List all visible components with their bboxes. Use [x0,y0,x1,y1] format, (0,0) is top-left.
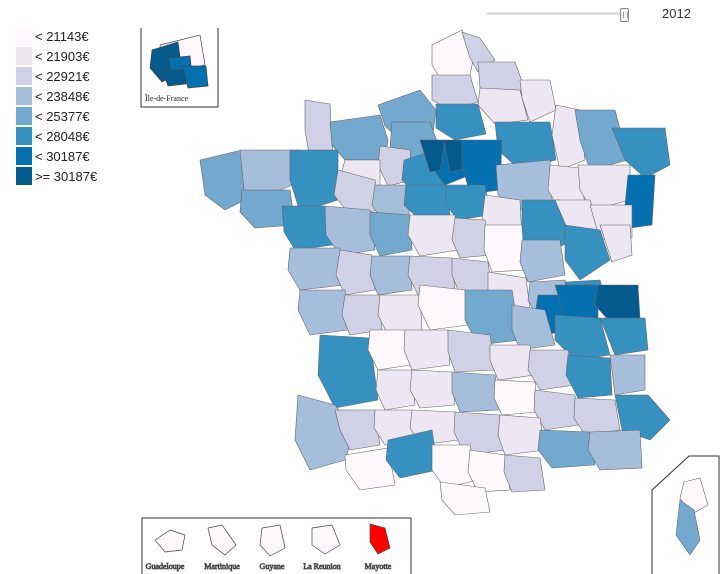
departement[interactable] [239,189,296,229]
departement[interactable] [419,139,446,173]
idf-departement[interactable] [161,69,187,87]
year-label: 2012 [662,6,691,21]
overseas-region[interactable] [207,524,237,556]
departement[interactable] [369,211,413,257]
departement[interactable] [344,447,396,491]
departement[interactable] [611,127,671,179]
overseas-label: Guadeloupe [146,562,185,571]
legend-item: < 22921€ [16,66,97,86]
departement[interactable] [599,224,633,263]
overseas-label: La Reunion [303,562,341,571]
departement[interactable] [489,344,536,381]
overseas-region[interactable] [369,523,391,555]
departement[interactable] [511,304,556,351]
departement[interactable] [587,429,643,471]
legend-item: >= 30187€ [16,166,97,186]
legend-item: < 28048€ [16,126,97,146]
departement[interactable] [483,224,526,273]
overseas-label: Guyane [260,562,285,571]
departement[interactable] [451,371,501,413]
departement[interactable] [287,247,346,291]
slider-track[interactable] [487,12,627,15]
departement[interactable] [377,294,423,336]
overseas-region[interactable] [311,524,341,555]
departement[interactable] [417,284,469,331]
departement[interactable] [407,214,459,257]
departement[interactable] [445,184,491,221]
departement[interactable] [624,174,656,229]
overseas-region[interactable] [154,529,186,553]
departement[interactable] [493,379,539,416]
departement[interactable] [573,397,621,436]
departement[interactable] [527,349,576,391]
idf-inset-label: Île-de-France [145,93,189,103]
legend-swatch [16,127,32,145]
legend-item: < 21143€ [16,26,97,46]
corsica-inset-frame [651,455,720,574]
departement[interactable] [451,217,491,259]
departement[interactable] [369,255,413,296]
legend-item: < 25377€ [16,106,97,126]
departement[interactable] [341,294,383,336]
departement[interactable] [594,284,641,323]
departement[interactable] [609,354,646,396]
legend-swatch [16,27,32,45]
departement[interactable] [464,289,521,346]
legend-item: < 30187€ [16,146,97,166]
departement[interactable] [324,205,376,256]
departement[interactable] [367,329,411,371]
departement[interactable] [477,87,529,125]
overseas-label: Martinique [204,562,240,571]
legend-item: < 21903€ [16,46,97,66]
legend-swatch [16,47,32,65]
legend-swatch [16,87,32,105]
legend-swatch [16,147,32,165]
departement[interactable] [503,454,546,493]
legend-item: < 23848€ [16,86,97,106]
departement[interactable] [334,409,381,451]
departement[interactable] [614,394,671,441]
departement[interactable] [289,149,339,213]
departement[interactable] [519,79,557,123]
departement[interactable] [565,354,613,399]
departement[interactable] [467,449,511,493]
departement[interactable] [447,329,496,373]
departement[interactable] [533,389,579,431]
departement[interactable] [564,224,611,281]
overseas-inset: Guadeloupe Martinique Guyane La Reunion Mayo… [141,517,412,574]
departement[interactable] [435,103,487,141]
departement[interactable] [403,329,451,371]
idf-departement[interactable] [181,65,209,89]
corsica-departement[interactable] [675,499,701,556]
overseas-inset-frame [141,517,412,574]
departement[interactable] [519,239,566,283]
departement[interactable] [385,429,439,479]
departement[interactable] [439,481,491,516]
year-slider[interactable] [487,8,637,22]
departement[interactable] [375,369,416,411]
legend-swatch [16,167,32,185]
departement[interactable] [431,444,479,489]
idf-inset[interactable]: Île-de-France [140,28,219,108]
overseas-region[interactable] [259,524,286,557]
departement[interactable] [335,249,376,296]
legend: < 21143€ < 21903€ < 22921€ < 23848€ < 25… [16,26,97,186]
slider-handle[interactable] [620,8,629,22]
overseas-label: Mayotte [365,562,392,571]
departement[interactable] [599,317,649,356]
legend-swatch [16,67,32,85]
departement[interactable] [281,205,334,251]
departements-layer [199,29,671,516]
departement[interactable] [297,289,349,336]
departement[interactable] [409,369,456,409]
departement[interactable] [317,334,379,409]
idf-inset-frame [140,28,219,108]
departement[interactable] [199,149,246,211]
departement[interactable] [497,414,546,456]
departement[interactable] [537,429,596,469]
legend-swatch [16,107,32,125]
